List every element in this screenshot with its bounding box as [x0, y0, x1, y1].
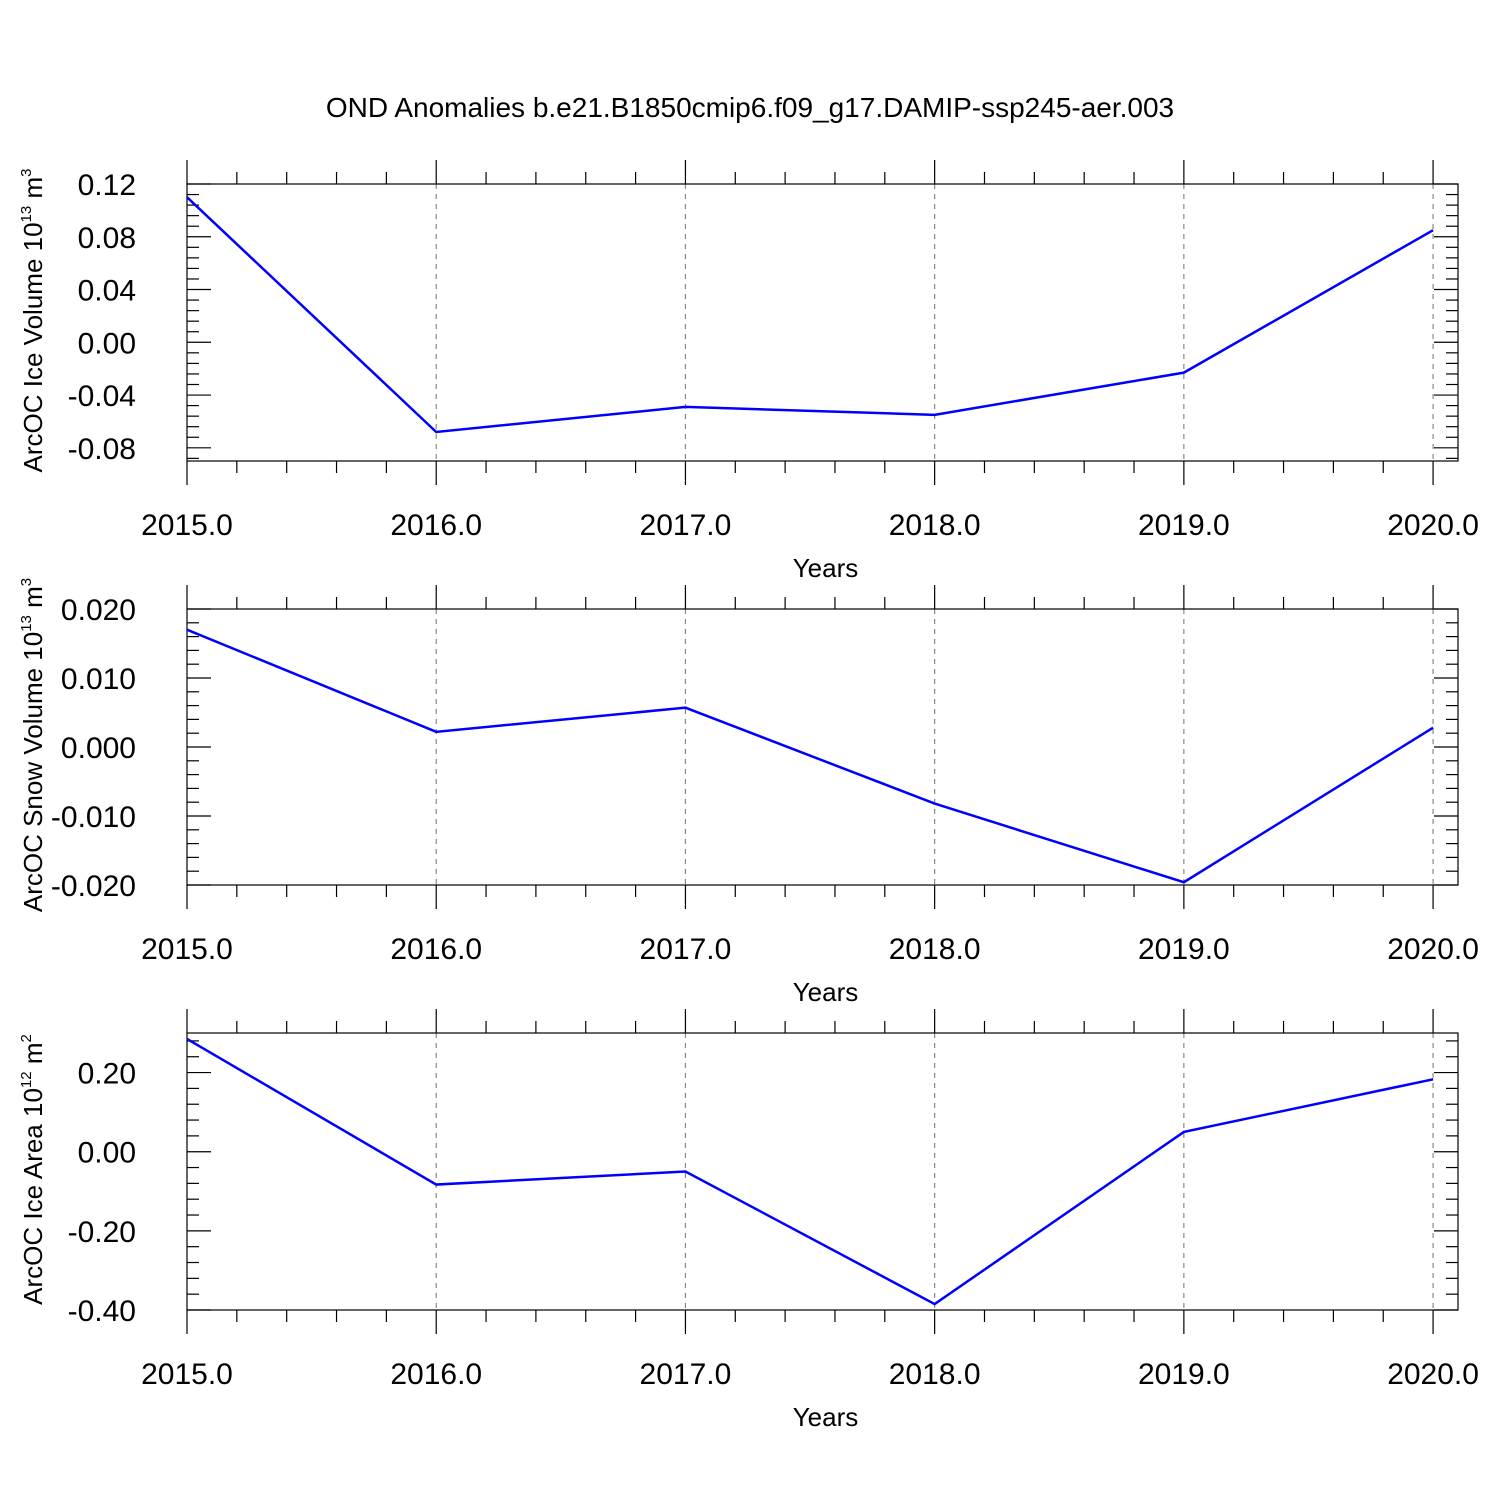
panel-3-x-tick-label: 2017.0 — [640, 1358, 732, 1391]
panel-2-x-tick-label: 2016.0 — [390, 933, 482, 966]
panel-1-y-axis-label-unit-exp: 3 — [18, 169, 35, 177]
panel-1-y-tick-label: -0.04 — [68, 380, 136, 413]
panel-1-frame — [186, 183, 1459, 462]
panel-1-x-tick-label: 2016.0 — [390, 509, 482, 542]
panel-2-x-tick-label: 2015.0 — [141, 933, 233, 966]
panel-2-y-axis-label-main: ArcOC Snow Volume 10 — [18, 632, 48, 912]
panel-2-y-tick-label: 0.020 — [61, 594, 136, 627]
panel-2-y-tick-label: -0.020 — [51, 870, 136, 903]
panel-1-y-axis-label-main: ArcOC Ice Volume 10 — [18, 222, 48, 472]
panel-1-y-tick-label: 0.12 — [78, 169, 136, 202]
panels: 2015.0 2016.0 2017.0 2018.0 2019.0 2020.0 Year… — [18, 160, 1479, 1432]
panel-3-y-axis-label-main: ArcOC Ice Area 10 — [18, 1088, 48, 1305]
panel-1-y-axis-label-unit: m — [18, 177, 48, 206]
panel-1-y-tick-label: 0.08 — [78, 222, 136, 255]
panel-3: 2015.0 2016.0 2017.0 2018.0 2019.0 2020.0 Year… — [18, 1009, 1479, 1432]
panel-1: 2015.0 2016.0 2017.0 2018.0 2019.0 2020.0 Year… — [18, 160, 1479, 583]
panel-2-x-tick-label: 2018.0 — [889, 933, 981, 966]
panel-2-series-line — [186, 628, 1434, 884]
panel-3-x-tick-label: 2015.0 — [141, 1358, 233, 1391]
panel-1-y-tick-label: 0.04 — [78, 275, 136, 308]
panel-3-y-tick-label: 0.00 — [78, 1137, 136, 1170]
panel-1-y-tick-label: -0.08 — [68, 433, 136, 466]
panel-3-x-tick-label: 2020.0 — [1387, 1358, 1479, 1391]
panel-3-x-tick-label: 2016.0 — [390, 1358, 482, 1391]
panel-2-x-tick-label: 2017.0 — [640, 933, 732, 966]
panel-1-y-tick-label: 0.00 — [78, 327, 136, 360]
panel-2-y-axis-label-unit: m — [18, 586, 48, 615]
panel-2-y-tick-label: -0.010 — [51, 801, 136, 834]
panel-2-x-tick-label: 2019.0 — [1138, 933, 1230, 966]
panel-3-frame — [186, 1032, 1459, 1311]
panel-2-y-axis-label-unit-exp: 3 — [18, 578, 35, 586]
panel-3-x-tick-label: 2018.0 — [889, 1358, 981, 1391]
panel-1-x-tick-label: 2017.0 — [640, 509, 732, 542]
panel-1-x-tick-label: 2015.0 — [141, 509, 233, 542]
panel-3-x-axis-label: Years — [793, 1402, 859, 1432]
panel-2-y-axis-label: ArcOC Snow Volume 1013 m3 — [18, 578, 48, 912]
panel-2: 2015.0 2016.0 2017.0 2018.0 2019.0 2020.0 Year… — [18, 578, 1479, 1007]
panel-1-x-tick-label: 2019.0 — [1138, 509, 1230, 542]
panel-3-y-axis-label-unit-exp: 2 — [18, 1034, 35, 1042]
panel-1-x-tick-label: 2020.0 — [1387, 509, 1479, 542]
panel-2-x-axis-label: Years — [793, 977, 859, 1007]
panel-1-y-axis-label-exp: 13 — [18, 206, 35, 223]
panel-2-x-tick-label: 2020.0 — [1387, 933, 1479, 966]
panel-1-y-axis-label: ArcOC Ice Volume 1013 m3 — [18, 169, 48, 473]
panel-3-series-line — [186, 1037, 1434, 1306]
panel-3-y-tick-label: 0.20 — [78, 1058, 136, 1091]
panel-3-y-tick-label: -0.20 — [68, 1216, 136, 1249]
panel-2-y-tick-label: 0.000 — [61, 732, 136, 765]
panel-3-y-axis-label-unit: m — [18, 1043, 48, 1072]
panel-3-y-tick-label: -0.40 — [68, 1295, 136, 1328]
panel-1-x-tick-label: 2018.0 — [889, 509, 981, 542]
panel-1-series-line — [186, 196, 1434, 434]
panel-1-x-axis-label: Years — [793, 553, 859, 583]
panel-2-y-axis-label-exp: 13 — [18, 615, 35, 632]
panel-3-x-tick-label: 2019.0 — [1138, 1358, 1230, 1391]
panel-2-frame — [186, 608, 1459, 886]
panel-3-y-axis-label-exp: 12 — [18, 1071, 35, 1088]
panel-3-y-axis-label: ArcOC Ice Area 1012 m2 — [18, 1034, 48, 1305]
panel-2-y-tick-label: 0.010 — [61, 663, 136, 696]
chart-title: OND Anomalies b.e21.B1850cmip6.f09_g17.D… — [326, 92, 1174, 123]
